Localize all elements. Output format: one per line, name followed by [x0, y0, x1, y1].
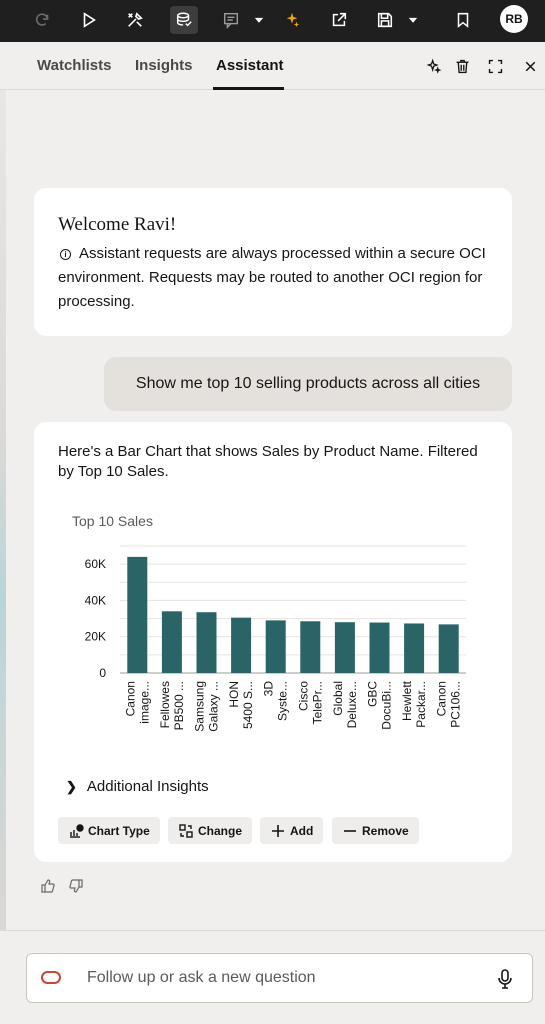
x-tick-label: GBC	[366, 681, 380, 707]
answer-text: Here's a Bar Chart that shows Sales by P…	[58, 443, 478, 480]
thumbs-down-icon[interactable]	[68, 878, 86, 896]
x-tick-label: 5400 S...	[241, 681, 255, 729]
welcome-notice-text: Assistant requests are always processed …	[58, 245, 486, 310]
y-tick-label: 60K	[85, 557, 106, 571]
welcome-title: Welcome Ravi!	[58, 214, 177, 235]
x-tick-label: Canon	[123, 681, 137, 716]
x-tick-label: HON	[227, 681, 241, 708]
chart-bar[interactable]	[196, 612, 217, 673]
chart-type-label: Chart Type	[88, 823, 150, 838]
tools-icon[interactable]	[124, 6, 146, 34]
chart-bar[interactable]	[231, 617, 252, 673]
x-tick-label: Deluxe...	[345, 681, 359, 728]
redo-icon[interactable]	[32, 6, 54, 34]
save-icon[interactable]	[374, 6, 396, 34]
chart-bar[interactable]	[334, 622, 355, 673]
tab-insights[interactable]: Insights	[135, 57, 193, 74]
save-dropdown-icon[interactable]	[406, 6, 420, 34]
change-button[interactable]: Change	[168, 817, 253, 844]
tab-assistant[interactable]: Assistant	[216, 57, 284, 74]
chart-type-icon	[70, 823, 84, 838]
x-tick-label: PB500 ...	[172, 681, 186, 730]
x-tick-label: image...	[137, 681, 151, 724]
remove-button[interactable]: Remove	[332, 817, 419, 844]
x-tick-label: Galaxy ...	[207, 681, 221, 732]
x-tick-label: Global	[331, 681, 345, 716]
close-icon[interactable]	[519, 55, 541, 77]
trash-icon[interactable]	[451, 55, 473, 77]
canvas-edge	[0, 90, 6, 930]
assistant-input-placeholder[interactable]: Follow up or ask a new question	[87, 969, 316, 986]
y-tick-label: 40K	[85, 593, 106, 607]
sparkle-icon[interactable]	[422, 55, 444, 77]
minus-icon	[344, 829, 356, 832]
y-tick-label: 20K	[85, 630, 106, 644]
chart-bar[interactable]	[404, 623, 425, 673]
additional-insights-label: Additional Insights	[86, 778, 209, 795]
change-label: Change	[198, 823, 243, 838]
user-avatar[interactable]: RB	[500, 5, 528, 33]
x-tick-label: PC106...	[449, 681, 463, 728]
info-icon: i	[60, 249, 71, 260]
x-tick-label: Canon	[435, 681, 449, 716]
x-tick-label: Syste...	[276, 681, 290, 721]
tab-watchlists[interactable]: Watchlists	[37, 57, 112, 74]
x-tick-label: Samsung	[193, 681, 207, 732]
chart-bar[interactable]	[265, 620, 286, 673]
x-tick-label: Packar...	[414, 681, 428, 728]
chevron-right-icon: ❯	[66, 778, 77, 794]
x-tick-label: Fellowes	[158, 681, 172, 728]
chart-title: Top 10 Sales	[72, 513, 153, 529]
welcome-notice: i Assistant requests are always processed…	[58, 242, 498, 314]
run-icon[interactable]	[78, 6, 100, 34]
chart-bar[interactable]	[161, 611, 182, 673]
active-tab-indicator	[213, 87, 284, 90]
chart-bar[interactable]	[300, 621, 321, 673]
x-tick-label: TelePr...	[310, 681, 324, 724]
plus-icon	[272, 824, 284, 837]
microphone-icon[interactable]	[495, 968, 515, 990]
add-label: Add	[290, 823, 314, 838]
remove-label: Remove	[362, 823, 409, 838]
additional-insights-toggle[interactable]: ❯ Additional Insights	[66, 778, 209, 795]
x-tick-label: Hewlett	[400, 680, 414, 721]
bookmark-icon[interactable]	[452, 6, 474, 34]
chart-bar[interactable]	[127, 556, 148, 673]
welcome-card: Welcome Ravi! i Assistant requests are al…	[34, 188, 512, 336]
x-tick-label: Cisco	[296, 681, 310, 711]
chart-bar[interactable]	[438, 624, 459, 673]
comment-icon[interactable]	[220, 6, 242, 34]
chart-bar[interactable]	[369, 622, 390, 673]
x-tick-label: DocuBi...	[380, 681, 394, 730]
add-button[interactable]: Add	[260, 817, 324, 844]
chart-type-button[interactable]: Chart Type	[58, 817, 160, 844]
app-toolbar: RB	[0, 0, 545, 42]
oracle-logo-icon	[41, 971, 61, 984]
change-icon	[179, 823, 193, 838]
input-separator	[0, 930, 545, 931]
thumbs-up-icon[interactable]	[40, 878, 58, 896]
data-icon[interactable]	[170, 6, 198, 34]
expand-icon[interactable]	[484, 55, 506, 77]
ai-sparkle-icon[interactable]	[281, 6, 303, 34]
export-icon[interactable]	[328, 6, 350, 34]
panel-header: Watchlists Insights Assistant	[0, 42, 545, 90]
x-tick-label: 3D	[262, 681, 276, 697]
dropdown-icon[interactable]	[252, 6, 266, 34]
assistant-input[interactable]: Follow up or ask a new question	[26, 953, 533, 1003]
user-message: Show me top 10 selling products across a…	[104, 357, 512, 411]
y-tick-label: 0	[99, 666, 106, 680]
answer-card: Here's a Bar Chart that shows Sales by P…	[34, 422, 512, 862]
